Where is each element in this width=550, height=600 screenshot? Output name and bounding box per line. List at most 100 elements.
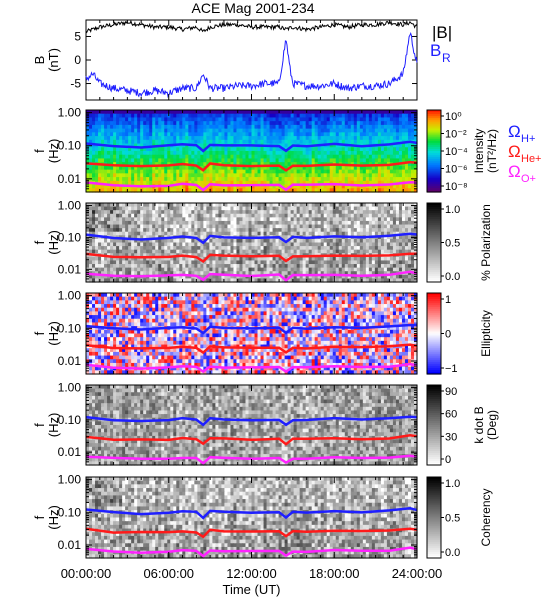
heatmap-cell [356,139,361,145]
heatmap-cell [194,147,198,152]
heatmap-cell [182,113,186,119]
heatmap-cell [131,121,135,126]
heatmap-cell [239,136,244,141]
heatmap-cell [113,139,117,145]
heatmap-cell [239,124,244,130]
heatmap-cell [107,147,111,152]
heatmap-cell [215,124,219,130]
heatmap-cell [152,128,156,133]
heatmap-cell [371,147,376,152]
heatmap-cell [293,128,298,133]
heatmap-cell [131,110,135,115]
heatmap-cell [137,124,141,130]
heatmap-cell [302,121,307,126]
colorbar-label-line: (nT²/Hz) [485,129,499,173]
heatmap-cell [398,110,403,115]
heatmap-cell [302,113,307,119]
heatmap-cell [236,117,241,122]
heatmap-cell [188,117,192,122]
heatmap-cell [242,128,247,133]
heatmap-cell [104,147,108,152]
heatmap-cell [269,139,274,145]
heatmap-cell [251,113,256,119]
heatmap-cell [218,139,223,145]
heatmap-cell [131,136,135,141]
heatmap-cell [365,147,370,152]
heatmap-cell [350,147,355,152]
heatmap-cell [176,139,180,145]
heatmap-cell [161,132,165,137]
heatmap-cell [329,128,334,133]
heatmap-cell [320,128,325,133]
heatmap-cell [413,136,418,141]
heatmap-cell [383,136,388,141]
heatmap-cell [173,132,177,137]
heatmap-cell [146,136,150,141]
heatmap-cell [158,110,162,115]
heatmap-cell [320,147,325,152]
y-tick-label: 0 [74,53,81,67]
legend-ion: He+ [521,153,542,165]
heatmap-cell [239,147,244,152]
heatmap-cell [101,124,105,130]
heatmap-cell [287,143,292,148]
heatmap-cell [206,132,210,137]
legend-ion: O+ [521,173,536,185]
heatmap-cell [281,136,286,141]
heatmap-cell [101,139,105,145]
heatmap-cell [89,113,93,119]
heatmap-cell [218,121,223,126]
heatmap-cell [146,139,150,145]
heatmap-cell [395,128,400,133]
heatmap-cell [365,132,370,137]
heatmap-cell [278,136,283,141]
heatmap-cell [278,124,283,130]
heatmap-cell [206,147,210,152]
heatmap-cell [95,124,99,130]
heatmap-cell [260,113,265,119]
heatmap-cell [122,121,126,126]
heatmap-cell [116,139,120,145]
heatmap-cell [374,124,379,130]
heatmap-cell [335,132,340,137]
heatmap-cell [119,139,123,145]
heatmap-cell [251,147,256,152]
heatmap-cell [266,121,271,126]
heatmap-cell [110,121,114,126]
heatmap-cell [326,110,331,115]
heatmap-cell [230,124,235,130]
heatmap-cell [92,147,96,152]
heatmap-cell [197,136,201,141]
heatmap-cell [293,147,298,152]
heatmap-cell [293,124,298,130]
heatmap-cell [164,121,168,126]
heatmap-cell [362,117,367,122]
heatmap-cell [287,139,292,145]
y-tick-label: 5 [74,29,81,43]
heatmap-cell [209,136,213,141]
heatmap-cell [314,121,319,126]
heatmap-cell [170,117,174,122]
heatmap-cell [221,113,226,119]
heatmap-cell [374,121,379,126]
heatmap-cell [152,124,156,130]
heatmap-cell [155,132,159,137]
heatmap-cell [359,113,364,119]
heatmap-cell [206,139,210,145]
heatmap-cell [107,139,111,145]
heatmap-cell [230,128,235,133]
heatmap-cell [413,147,418,152]
heatmap-cell [101,117,105,122]
heatmap-cell [389,117,394,122]
heatmap-cell [392,110,397,115]
heatmap-cell [260,139,265,145]
heatmap-cell [170,147,174,152]
heatmap-cell [350,124,355,130]
heatmap-cell [245,121,250,126]
heatmap-cell [248,128,253,133]
heatmap-cell [272,113,277,119]
heatmap-cell [179,147,183,152]
heatmap-cell [398,128,403,133]
heatmap-cell [194,113,198,119]
